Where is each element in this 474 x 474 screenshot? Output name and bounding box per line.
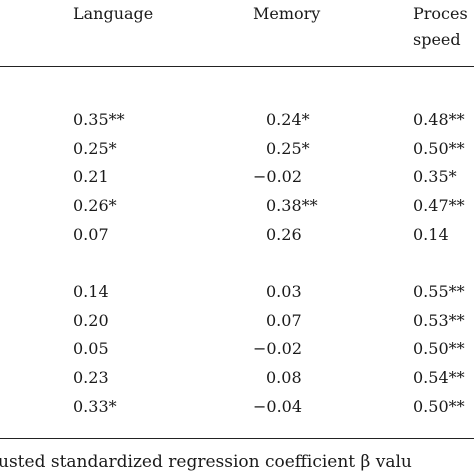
table-cell: 0.14 — [73, 282, 109, 301]
table-cell: 0.07 — [266, 310, 302, 330]
column-header: speed — [413, 30, 461, 49]
column-header: Proces — [413, 4, 468, 23]
table-cell: 0.25* — [73, 138, 117, 158]
table-cell: 0.35** — [73, 110, 125, 129]
table-cell: −0.04 — [253, 396, 303, 416]
table-cell: 0.07 — [73, 224, 109, 244]
table-cell: 0.38** — [266, 196, 318, 216]
table-cell: 0.50** — [413, 339, 465, 359]
table-cell: 0.53** — [413, 310, 465, 330]
table-cell: 0.14 — [413, 224, 449, 244]
column-header: Language — [73, 4, 154, 23]
table-cell: 0.20 — [73, 310, 109, 330]
table-cell: 0.50** — [413, 138, 465, 158]
table-cell: 0.05 — [73, 339, 109, 359]
table-cell: 0.23 — [73, 368, 109, 388]
column-header: Memory — [253, 4, 321, 23]
header-rule — [0, 66, 474, 67]
table-cell: 0.24* — [266, 110, 310, 129]
table-cell: 0.47** — [413, 196, 465, 216]
table-cell: 0.50** — [413, 396, 465, 416]
table-cell: −0.02 — [253, 339, 303, 359]
table-cell: 0.55** — [413, 282, 465, 301]
table-cell: 0.54** — [413, 368, 465, 388]
table-cell: 0.48** — [413, 110, 465, 129]
table-cell: 0.33* — [73, 396, 117, 416]
table-cell: 0.26 — [266, 224, 302, 244]
table-cell: 0.35* — [413, 167, 457, 187]
table-cell: 0.21 — [73, 167, 109, 187]
table-cell: 0.08 — [266, 368, 302, 388]
table-cell: 0.25* — [266, 138, 310, 158]
table-cell: 0.26* — [73, 196, 117, 216]
footnote: usted standardized regression coefficien… — [0, 452, 412, 472]
table-cell: −0.02 — [253, 167, 303, 187]
table-cell: 0.03 — [266, 282, 302, 301]
bottom-rule — [0, 438, 474, 439]
